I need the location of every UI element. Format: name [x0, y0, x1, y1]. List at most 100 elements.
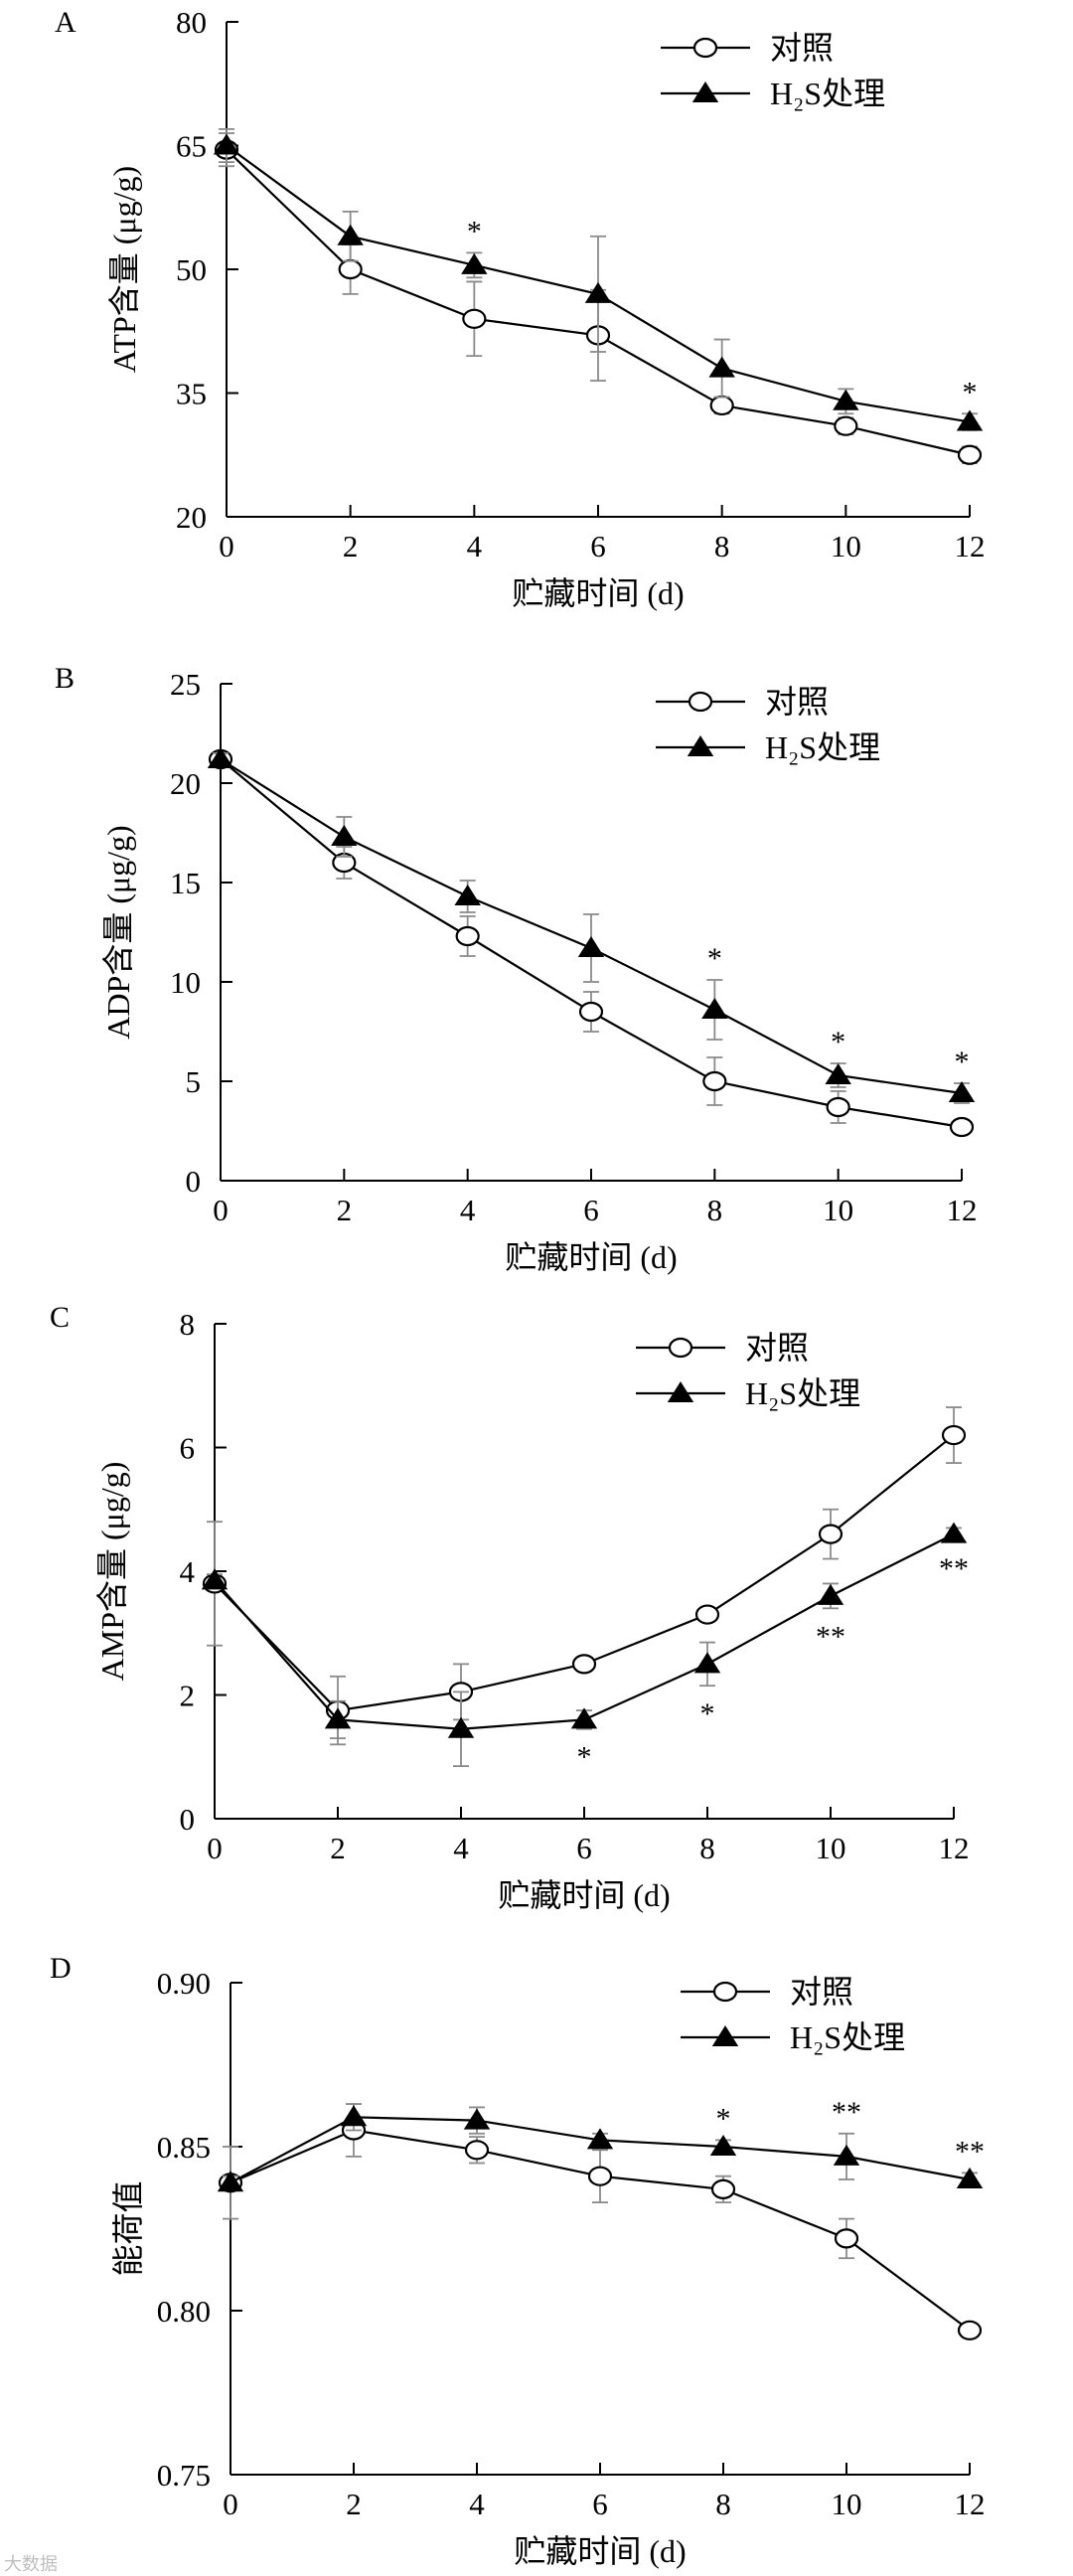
data-point: [834, 415, 858, 436]
legend-label: H₂S处理: [745, 1375, 860, 1411]
data-point: [461, 252, 488, 274]
y-tick-label: 25: [170, 667, 201, 702]
x-axis-label: 贮藏时间 (d): [498, 1877, 670, 1913]
data-point: [710, 2178, 736, 2199]
x-tick-label: 8: [714, 529, 730, 564]
significance-mark: *: [707, 942, 722, 975]
legend-marker: [667, 1381, 694, 1402]
x-tick-label: 10: [832, 2487, 862, 2521]
x-tick-label: 8: [707, 1193, 723, 1227]
legend-label: H₂S处理: [765, 729, 880, 765]
significance-mark: **: [832, 2096, 861, 2129]
y-axis-label: AMP含量 (μg/g): [94, 1462, 130, 1682]
data-point: [464, 2140, 490, 2161]
data-point: [324, 1707, 352, 1729]
data-point: [956, 2168, 984, 2188]
legend-marker: [692, 37, 718, 59]
significance-mark: *: [955, 1046, 970, 1078]
x-tick-label: 12: [947, 1193, 978, 1227]
legend-marker: [712, 1981, 738, 2003]
series-h2s: [201, 1522, 968, 1767]
x-tick-label: 6: [590, 529, 606, 564]
x-tick-label: 0: [223, 2487, 238, 2521]
data-point: [957, 444, 983, 465]
x-tick-label: 10: [831, 529, 861, 564]
x-tick-label: 12: [939, 1831, 970, 1865]
x-tick-label: 2: [343, 529, 359, 564]
data-point: [331, 825, 358, 846]
significance-mark: **: [816, 1620, 845, 1653]
data-point: [826, 1096, 850, 1118]
data-point: [818, 1524, 843, 1544]
legend-label: 对照: [765, 684, 829, 720]
data-point: [337, 224, 364, 245]
data-point: [948, 1081, 976, 1102]
x-tick-label: 2: [330, 1831, 346, 1865]
y-tick-label: 0: [180, 1802, 196, 1837]
x-tick-label: 0: [213, 1193, 229, 1227]
legend-label: H₂S处理: [770, 76, 885, 111]
y-tick-label: 35: [176, 377, 207, 411]
y-tick-label: 0: [186, 1164, 202, 1199]
x-tick-label: 10: [816, 1831, 846, 1865]
x-tick-label: 8: [699, 1831, 715, 1865]
data-point: [709, 2135, 737, 2156]
x-tick-label: 6: [576, 1831, 592, 1865]
data-point: [578, 1001, 604, 1023]
legend-label: 对照: [770, 30, 834, 66]
panel-label: B: [55, 662, 75, 695]
panel-label: C: [50, 1301, 70, 1334]
x-tick-label: 2: [337, 1193, 353, 1227]
y-tick-label: 15: [170, 866, 201, 900]
data-point: [941, 1424, 967, 1446]
x-axis-label: 贮藏时间 (d): [514, 2533, 686, 2569]
data-point: [709, 395, 734, 416]
y-tick-label: 65: [176, 129, 207, 164]
y-axis-label: ADP含量 (μg/g): [100, 825, 136, 1039]
data-point: [462, 308, 487, 329]
x-tick-label: 8: [715, 2487, 731, 2521]
data-point: [833, 2144, 860, 2166]
legend-marker: [711, 2025, 739, 2046]
data-point: [834, 2228, 859, 2249]
x-tick-label: 4: [460, 1193, 476, 1227]
y-tick-label: 8: [180, 1307, 196, 1342]
x-tick-label: 6: [583, 1193, 599, 1227]
series-h2s: [213, 127, 984, 431]
panel-label: D: [50, 1952, 72, 1985]
y-tick-label: 5: [186, 1064, 202, 1099]
y-tick-label: 20: [176, 500, 207, 535]
y-tick-label: 0.85: [157, 2130, 211, 2165]
data-point: [455, 925, 480, 947]
legend-label: 对照: [790, 1974, 853, 2010]
significance-mark: **: [939, 1552, 969, 1585]
series-h2s: [217, 2103, 984, 2192]
data-point: [949, 1116, 975, 1138]
data-point: [587, 2166, 613, 2186]
y-axis-label: 能荷值: [110, 2180, 146, 2276]
y-tick-label: 6: [180, 1431, 196, 1466]
legend-marker: [688, 691, 713, 713]
y-tick-label: 80: [176, 5, 207, 40]
panel-b: B 0 5 10 15 20 25 0 2 4 6 8 10 12 贮藏时间 (d) ADP含量 (μg/g)…: [55, 662, 978, 1275]
data-point: [447, 1716, 475, 1738]
legend-marker: [691, 81, 719, 102]
y-tick-label: 4: [180, 1554, 196, 1589]
y-tick-label: 10: [170, 965, 201, 1000]
data-point: [577, 936, 605, 957]
x-tick-label: 4: [467, 529, 483, 564]
legend-label: H₂S处理: [790, 2019, 905, 2055]
x-tick-label: 0: [207, 1831, 223, 1865]
data-point: [463, 2108, 491, 2130]
y-axis-label: ATP含量 (μg/g): [106, 166, 142, 373]
y-tick-label: 2: [180, 1679, 196, 1713]
significance-mark: *: [467, 215, 482, 247]
data-point: [701, 998, 728, 1019]
data-point: [584, 281, 612, 303]
data-point: [338, 258, 363, 280]
significance-mark: *: [963, 376, 978, 408]
x-tick-label: 12: [955, 529, 986, 564]
panel-label: A: [55, 6, 77, 39]
